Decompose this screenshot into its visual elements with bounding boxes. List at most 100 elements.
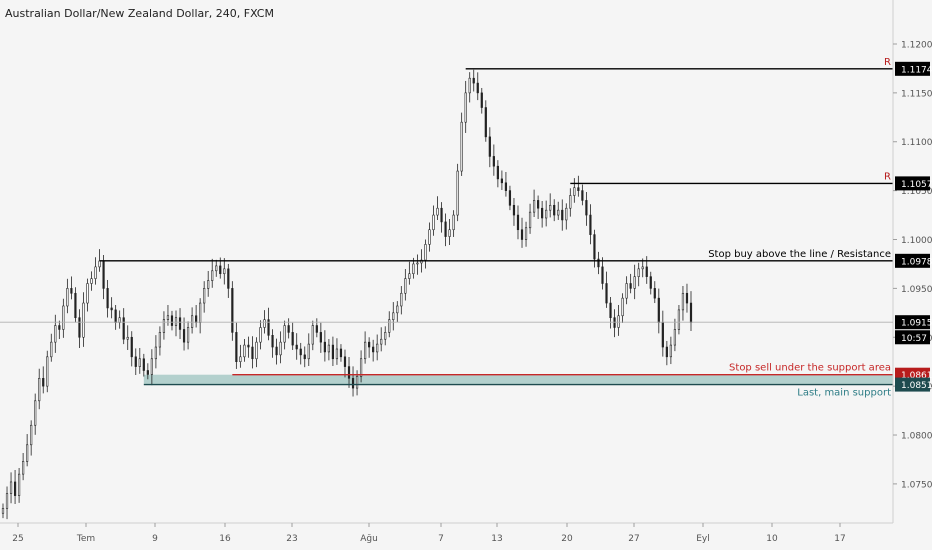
candle-body	[199, 302, 202, 323]
candle-body	[190, 315, 194, 328]
candle-body	[9, 481, 13, 494]
candle-body	[271, 335, 274, 348]
candle-body	[154, 346, 157, 360]
candle-body	[50, 341, 53, 358]
candle-body	[444, 221, 447, 237]
x-tick-label: 20	[561, 534, 573, 544]
level-label: Stop buy above the line / Resistance	[708, 249, 891, 260]
candle-body	[243, 344, 246, 358]
candle-body	[166, 315, 170, 320]
price-label-box	[895, 315, 930, 330]
candle-body	[42, 378, 45, 387]
x-tick-label: Eyl	[696, 534, 710, 544]
candle-body	[307, 343, 310, 360]
candle-body	[641, 266, 644, 270]
candle-body	[448, 229, 451, 237]
candle-body	[287, 325, 290, 333]
candle-body	[605, 283, 608, 304]
candle-body	[54, 325, 57, 343]
candle-body	[259, 327, 262, 343]
candle-body	[657, 297, 660, 323]
level-label: R	[884, 171, 891, 182]
candle-body	[114, 309, 117, 323]
candle-body	[203, 288, 206, 304]
y-tick-label: 1.11500	[901, 89, 932, 99]
candle-body	[13, 481, 17, 496]
candle-body	[74, 292, 77, 319]
x-tick-label: 7	[438, 534, 444, 544]
y-tick-label: 1.08000	[901, 432, 932, 442]
candle-body	[283, 325, 286, 343]
candle-body	[98, 260, 101, 268]
candle-body	[508, 190, 512, 206]
candle-body	[219, 265, 222, 275]
candle-body	[303, 354, 306, 360]
candle-body	[130, 336, 133, 358]
candle-body	[484, 107, 487, 138]
candle-body	[492, 156, 495, 167]
candle-body	[158, 332, 162, 348]
candle-body	[347, 366, 351, 379]
chart-title: Australian Dollar/New Zealand Dollar, 24…	[5, 7, 274, 20]
candle-body	[625, 283, 628, 299]
x-tick-label: Tem	[76, 534, 95, 544]
candle-body	[460, 121, 463, 172]
x-tick-label: Ağu	[360, 534, 378, 544]
candle-body	[524, 227, 528, 240]
price-label-box	[895, 61, 930, 76]
candle-body	[480, 92, 483, 108]
candle-body	[207, 280, 210, 289]
candle-body	[295, 344, 298, 350]
candle-body	[504, 182, 508, 191]
candle-body	[637, 268, 640, 277]
candle-body	[589, 214, 592, 235]
candle-body	[476, 82, 479, 94]
candle-body	[182, 329, 186, 343]
price-label-text: 10:57	[901, 334, 927, 344]
candle-body	[553, 204, 556, 216]
candle-body	[94, 266, 97, 279]
candle-body	[408, 273, 411, 279]
candle-body	[275, 346, 278, 356]
candle-body	[195, 315, 198, 323]
candle-body	[251, 346, 254, 360]
candle-body	[331, 344, 335, 360]
candle-body	[621, 297, 624, 317]
candle-body	[335, 348, 339, 360]
candle-body	[500, 178, 504, 184]
candle-body	[291, 332, 294, 346]
candle-body	[62, 305, 65, 330]
candle-body	[581, 190, 584, 201]
candle-body	[472, 77, 475, 84]
price-label-box	[895, 176, 930, 191]
candle-body	[561, 209, 564, 221]
candle-body	[1, 508, 5, 514]
x-tick-label: 10	[766, 534, 778, 544]
candle-body	[315, 325, 318, 333]
candle-body	[404, 278, 407, 294]
level-label: Last, main support	[797, 388, 891, 399]
candle-body	[174, 317, 178, 326]
candle-body	[90, 278, 93, 284]
level-label: R	[884, 57, 891, 68]
price-label-box	[895, 253, 930, 268]
candle-body	[359, 358, 363, 377]
candle-body	[516, 214, 520, 231]
price-label-box	[895, 330, 930, 345]
x-tick-label: 25	[12, 534, 23, 544]
candle-body	[384, 332, 387, 340]
candle-body	[440, 207, 443, 223]
horizontal-levels[interactable]: R R Stop buy above the line / Resistance St…	[99, 57, 893, 399]
candle-body	[400, 292, 403, 307]
candle-body	[673, 329, 677, 346]
candle-body	[617, 315, 620, 328]
candle-body	[142, 358, 145, 371]
candle-body	[689, 302, 693, 323]
candle-body	[577, 187, 580, 191]
candle-body	[327, 344, 330, 353]
price-label-text: 1.11746	[901, 65, 932, 75]
candle-body	[351, 378, 355, 389]
